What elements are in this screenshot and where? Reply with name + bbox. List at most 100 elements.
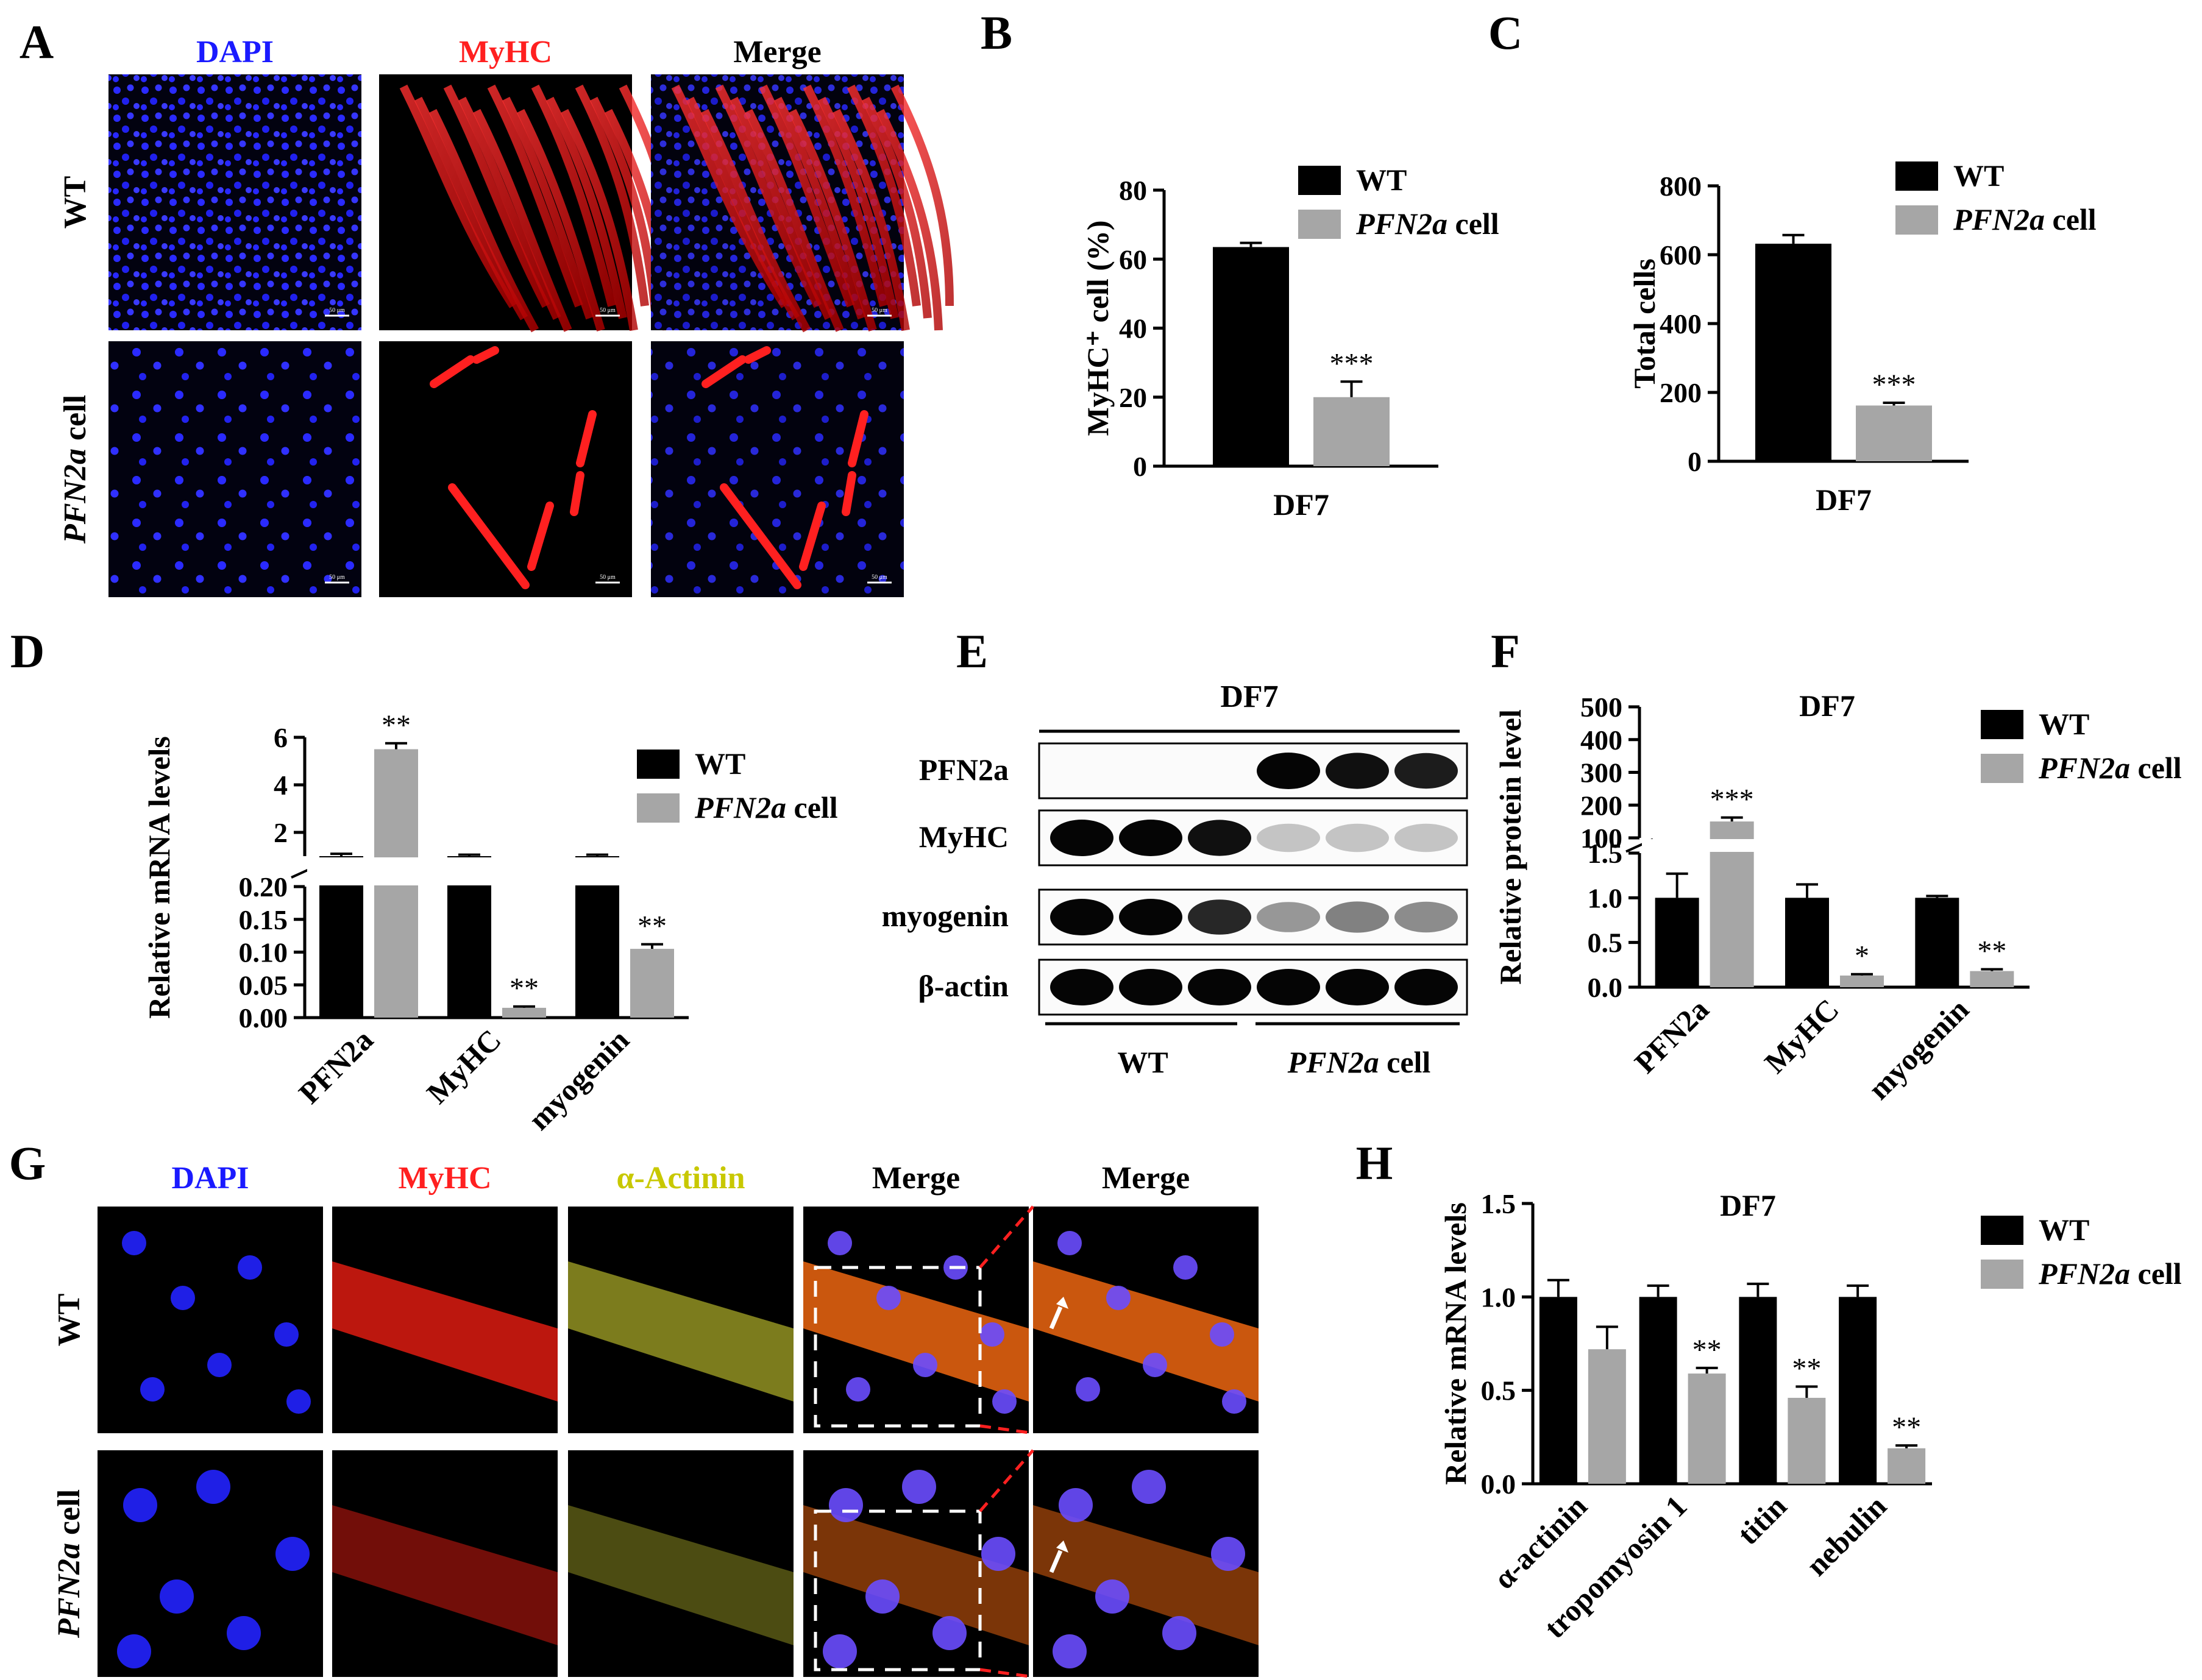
panel-letter-f: F xyxy=(1491,625,1520,678)
panel-g-row-label: WT xyxy=(52,1294,87,1347)
x-tick-label: PFN2a xyxy=(1628,992,1716,1080)
group-label-wt: WT xyxy=(1117,1045,1168,1079)
bar-wt xyxy=(1839,1297,1877,1484)
y-tick-label: 1.5 xyxy=(1481,1188,1516,1219)
bar-wt xyxy=(1655,898,1699,987)
y-tick-label: 0.15 xyxy=(239,904,288,935)
x-tick-label: MyHC xyxy=(1758,992,1845,1080)
legend-label-pfn2a: PFN2a cell xyxy=(694,790,838,824)
panel-a-image: 50 μm xyxy=(379,341,632,597)
blot-band xyxy=(1119,820,1182,856)
bar-pfn2a xyxy=(1788,1397,1826,1484)
panel-g-image xyxy=(803,1207,1029,1433)
significance-mark: ** xyxy=(1792,1353,1821,1385)
bar-wt xyxy=(1639,1297,1677,1484)
band-label: β-actin xyxy=(918,969,1009,1003)
blot-band xyxy=(1188,969,1251,1005)
scale-bar-label: 50 μm xyxy=(600,574,616,581)
panel-letter-a: A xyxy=(20,15,54,68)
blot-band xyxy=(1257,823,1320,852)
y-tick-label: 1.5 xyxy=(1588,838,1623,869)
panel-e-western-blot: DF7 PFN2a MyHC myogenin β-actin WT PFN2a cell xyxy=(882,679,1468,1079)
panel-letter-b: B xyxy=(981,6,1012,59)
panel-d-chart: 0.000.050.100.150.20 2 4 6 Relative mRNA lev… xyxy=(142,709,691,1136)
legend-label-pfn2a: PFN2a cell xyxy=(1355,207,1499,241)
band-label: MyHC xyxy=(919,820,1009,854)
arrow-icon xyxy=(1049,1550,1063,1573)
bar-wt xyxy=(1539,1297,1577,1484)
scale-bar-label: 50 μm xyxy=(329,574,345,581)
y-axis-label: Relative mRNA levels xyxy=(1438,1202,1472,1485)
panel-a-image: 50 μm xyxy=(651,341,904,597)
legend-swatch-wt xyxy=(1895,161,1938,191)
panel-g-image xyxy=(568,1207,794,1433)
panel-letter-g: G xyxy=(9,1136,46,1189)
panel-letter-h: H xyxy=(1356,1136,1393,1189)
group-label-pfn2a: PFN2a cell xyxy=(1287,1045,1431,1079)
legend-swatch-pfn2a xyxy=(1895,205,1938,235)
x-tick-label: PFN2a xyxy=(292,1023,380,1110)
significance-mark: ** xyxy=(1692,1334,1722,1366)
significance-mark: ** xyxy=(510,973,539,1005)
y-tick-label: 0.5 xyxy=(1588,927,1623,959)
panel-a-column-myhc: MyHC xyxy=(459,35,552,69)
y-tick-label: 1.0 xyxy=(1588,882,1623,913)
blot-band xyxy=(1257,902,1320,932)
break-gap xyxy=(1642,839,2032,852)
legend-swatch-pfn2a xyxy=(1298,210,1341,239)
legend-swatch-wt xyxy=(637,750,680,779)
y-tick-label: 100 xyxy=(1580,823,1622,854)
scale-bar-label: 50 μm xyxy=(872,574,887,581)
break-gap xyxy=(307,857,691,885)
y-tick-label: 800 xyxy=(1660,171,1702,202)
blot-band xyxy=(1050,899,1113,935)
zoom-connector xyxy=(979,1205,1034,1269)
blot-band xyxy=(1394,823,1458,852)
significance-mark: ** xyxy=(1977,935,2006,968)
blot-band xyxy=(1326,901,1389,933)
y-axis-label: Total cells xyxy=(1627,258,1661,388)
y-tick-label: 0.0 xyxy=(1481,1469,1516,1500)
bar-pfn2a xyxy=(1840,975,1884,987)
legend-label-pfn2a: PFN2a cell xyxy=(2038,1256,2182,1291)
blot-band xyxy=(1050,969,1113,1005)
arrow-head-icon xyxy=(1056,1297,1068,1309)
chart-title: DF7 xyxy=(1799,689,1855,723)
y-tick-label: 1.0 xyxy=(1481,1281,1516,1313)
legend-label-wt: WT xyxy=(2039,1213,2089,1247)
zoom-region-box xyxy=(814,1266,982,1428)
y-tick-label: 0.00 xyxy=(239,1002,288,1033)
panel-g-column-label: DAPI xyxy=(171,1161,249,1196)
y-tick-label: 40 xyxy=(1119,313,1147,344)
panel-g-image xyxy=(98,1207,323,1433)
y-axis-label: Relative protein level xyxy=(1493,709,1527,985)
bar-wt xyxy=(1785,898,1829,987)
legend-swatch-wt xyxy=(1298,166,1341,195)
panel-letter-e: E xyxy=(956,625,988,678)
blot-band xyxy=(1188,899,1251,935)
bar-wt xyxy=(1739,1297,1777,1484)
significance-mark: ** xyxy=(638,910,667,943)
panel-g-image xyxy=(1033,1450,1259,1677)
x-tick-label: DF7 xyxy=(1816,483,1872,517)
y-tick-label: 0.05 xyxy=(239,969,288,1001)
y-tick-label: 0.10 xyxy=(239,937,288,968)
panel-g-image xyxy=(803,1450,1029,1677)
x-tick-label: MyHC xyxy=(420,1023,508,1110)
y-tick-label: 400 xyxy=(1660,308,1702,339)
bar-pfn2a xyxy=(1588,1349,1626,1484)
legend-swatch-pfn2a xyxy=(1981,754,2023,783)
blot-band xyxy=(1326,969,1389,1005)
y-tick-label: 600 xyxy=(1660,239,1702,271)
blot-band xyxy=(1188,820,1251,856)
y-tick-label: 200 xyxy=(1580,790,1622,821)
panel-g-image xyxy=(568,1450,794,1677)
blot-band xyxy=(1394,753,1458,789)
panel-g-image xyxy=(1033,1207,1259,1433)
band-label: myogenin xyxy=(882,899,1009,933)
zoom-region-box xyxy=(814,1509,982,1671)
y-tick-label: 300 xyxy=(1580,757,1622,789)
panel-a-row-label: PFN2a cell xyxy=(58,395,93,544)
